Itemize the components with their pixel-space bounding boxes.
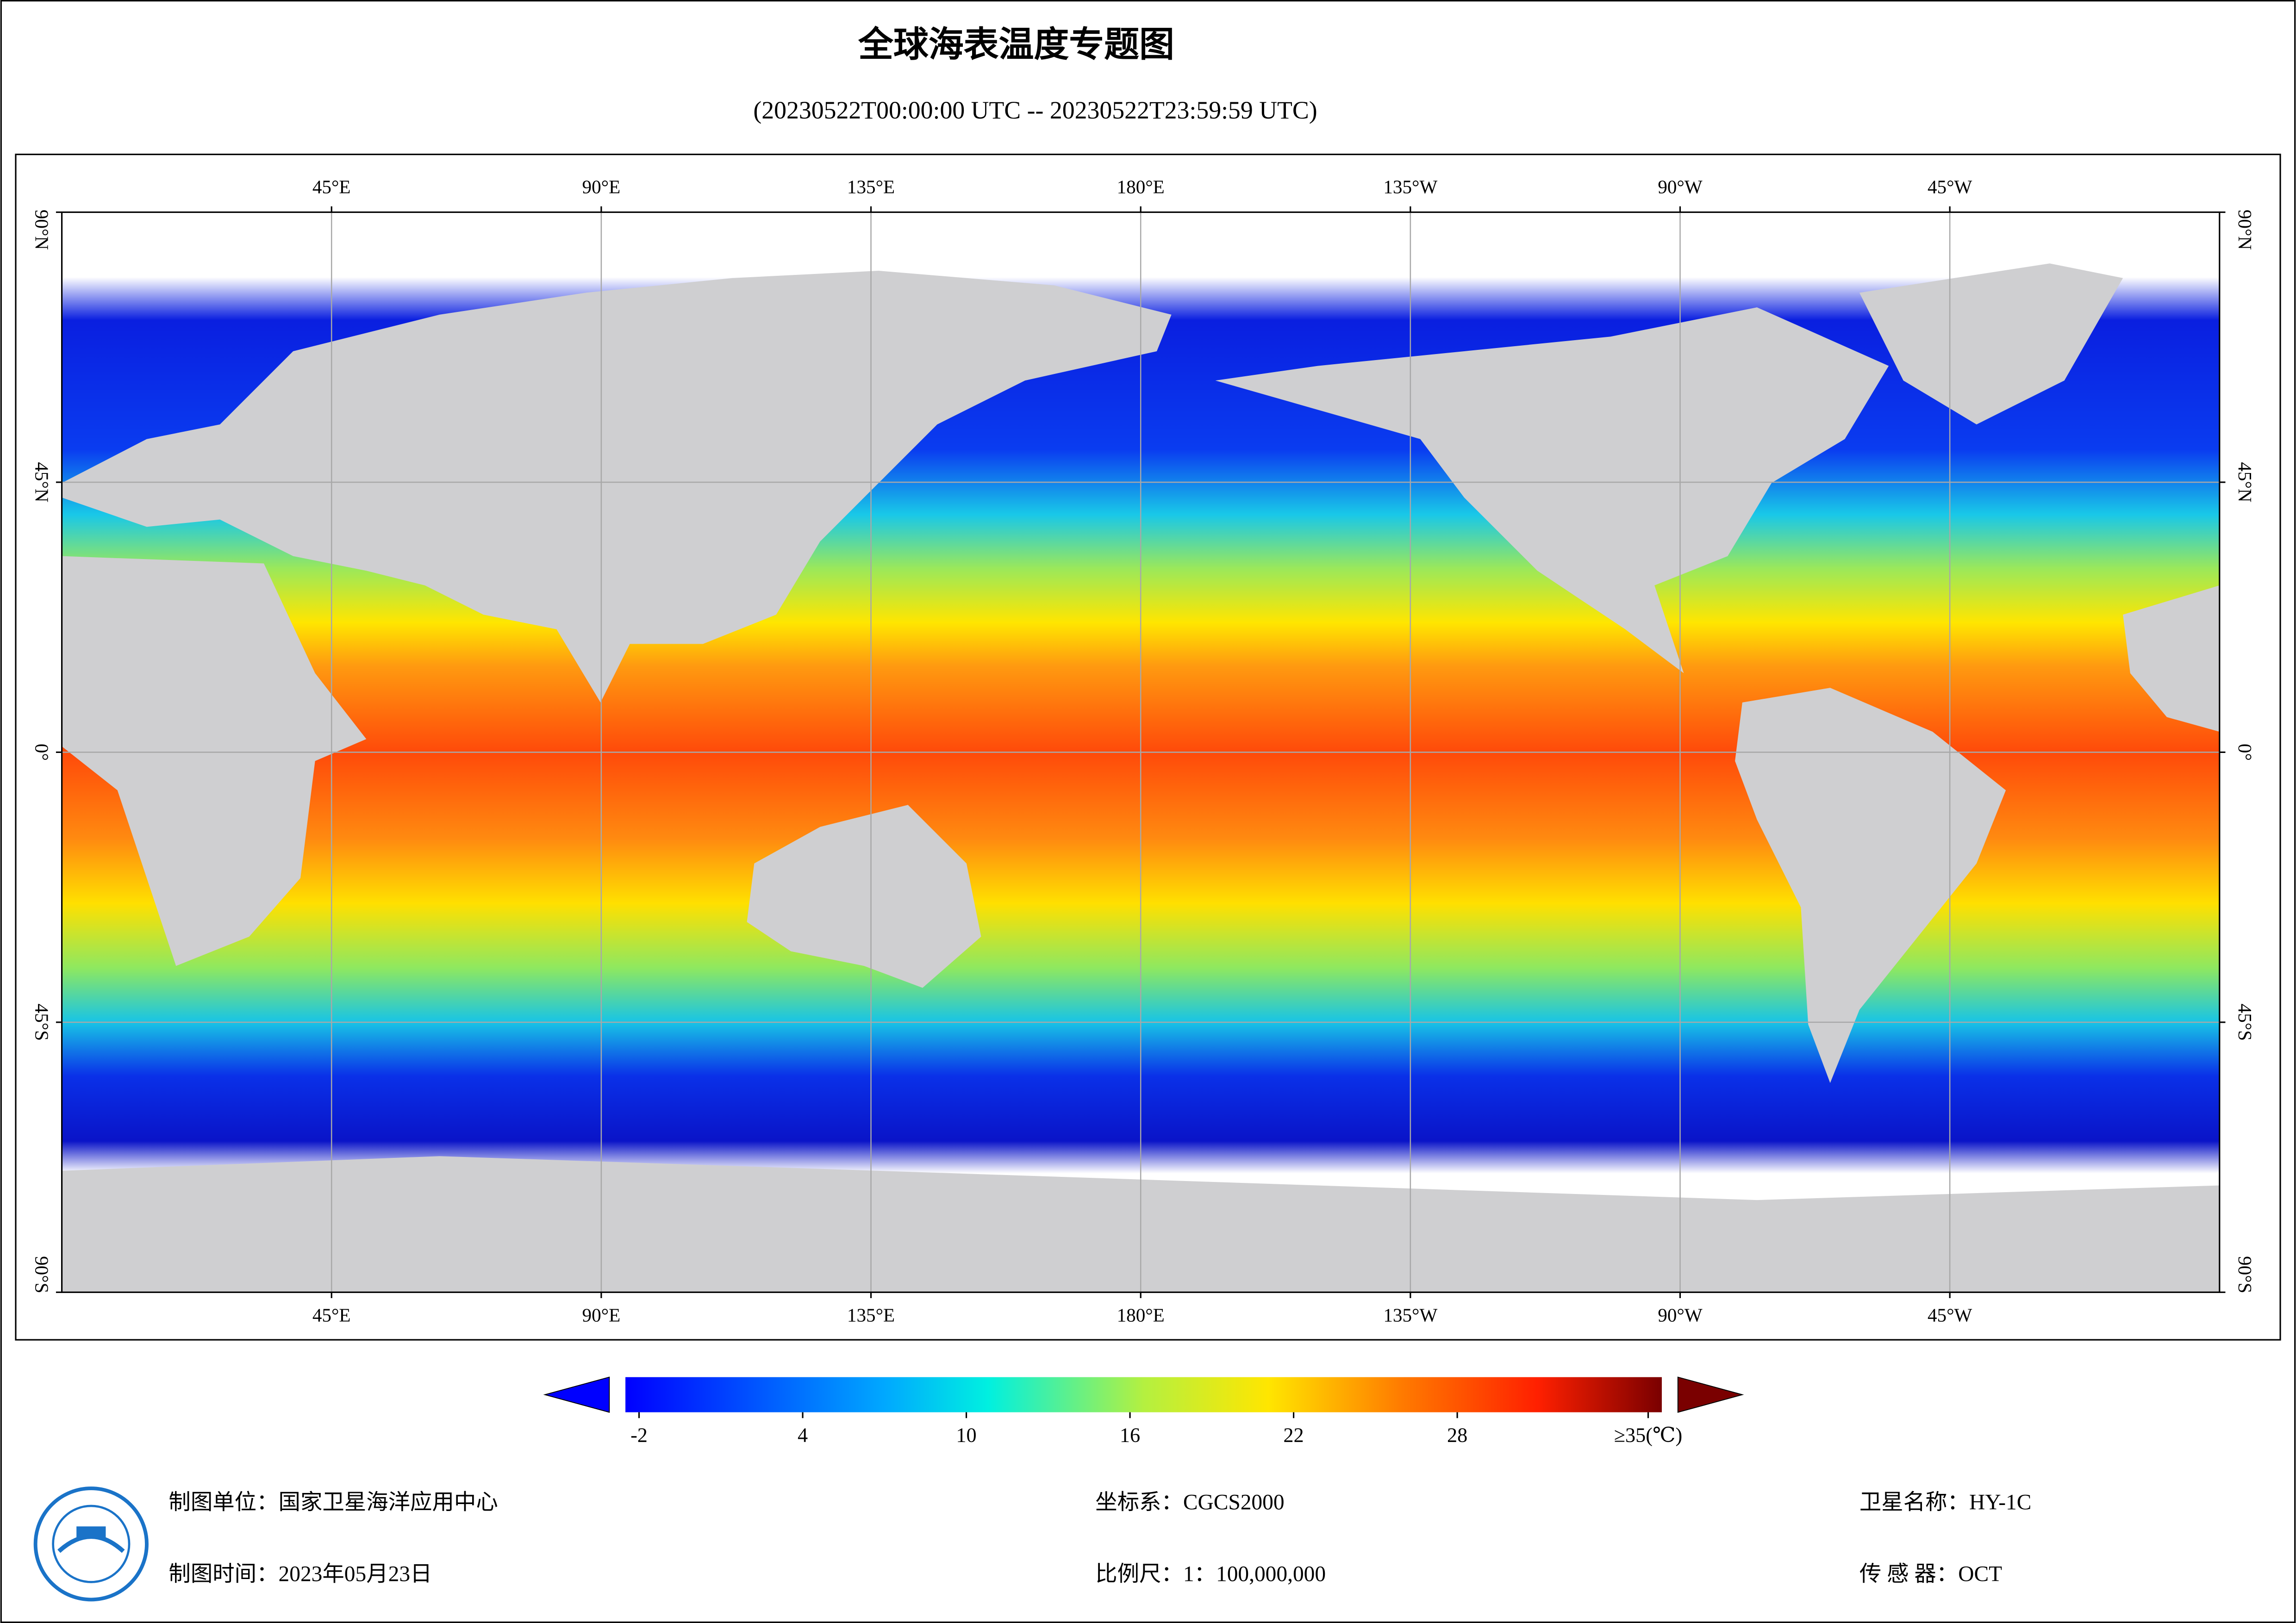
lat-label: 90°S <box>2234 1256 2256 1293</box>
lon-label: 45°W <box>1928 176 1972 197</box>
lat-label: 45°S <box>2234 1004 2256 1041</box>
lon-label: 135°W <box>1383 176 1437 197</box>
lon-label: 90°W <box>1658 1305 1703 1326</box>
colorbar-label: 10 <box>956 1424 976 1447</box>
lon-label: 180°E <box>1117 1305 1165 1326</box>
colorbar-label: ≥35(℃) <box>1614 1424 1683 1447</box>
lat-label: 0° <box>31 744 53 761</box>
lon-label: 135°E <box>847 1305 895 1326</box>
footer-date: 制图时间：2023年05月23日 <box>168 1562 432 1586</box>
footer-crs: 坐标系：CGCS2000 <box>1095 1491 1284 1515</box>
colorbar-ramp <box>625 1377 1662 1412</box>
colorbar-label: 16 <box>1120 1424 1140 1447</box>
lon-label: 90°E <box>582 176 621 197</box>
colorbar-label: -2 <box>630 1424 648 1447</box>
colorbar-high-arrow <box>1677 1376 1744 1413</box>
footer-scale: 比例尺：1：100,000,000 <box>1095 1562 1326 1586</box>
footer-unit: 制图单位：国家卫星海洋应用中心 <box>168 1491 498 1515</box>
colorbar-label: 28 <box>1447 1424 1467 1447</box>
subtitle: (20230522T00:00:00 UTC -- 20230522T23:59… <box>753 96 1317 124</box>
colorbar-label: 4 <box>798 1424 808 1447</box>
logo <box>33 1486 149 1602</box>
lat-label: 45°N <box>31 462 53 502</box>
lon-label: 135°E <box>847 176 895 197</box>
footer-sensor: 传 感 器：OCT <box>1859 1562 2002 1586</box>
lon-label: 90°W <box>1658 176 1703 197</box>
lat-label: 90°N <box>2234 210 2256 250</box>
map <box>61 211 2221 1293</box>
lat-label: 45°N <box>2234 462 2256 502</box>
lat-label: 0° <box>2234 744 2256 761</box>
map-frame <box>15 154 2281 1341</box>
lat-label: 45°S <box>31 1004 53 1041</box>
lon-label: 135°W <box>1383 1305 1437 1326</box>
colorbar: -2 4 10 16 22 28 ≥35(℃) <box>543 1376 1744 1447</box>
lon-label: 45°E <box>312 1305 351 1326</box>
footer-satellite: 卫星名称：HY-1C <box>1859 1491 2031 1515</box>
colorbar-low-arrow <box>543 1376 610 1413</box>
lon-label: 45°E <box>312 176 351 197</box>
lon-label: 90°E <box>582 1305 621 1326</box>
lat-label: 90°N <box>31 210 53 250</box>
title: 全球海表温度专题图 <box>858 25 1174 64</box>
lat-label: 90°S <box>31 1256 53 1293</box>
lon-label: 45°W <box>1928 1305 1972 1326</box>
lon-label: 180°E <box>1117 176 1165 197</box>
colorbar-label: 22 <box>1283 1424 1304 1447</box>
